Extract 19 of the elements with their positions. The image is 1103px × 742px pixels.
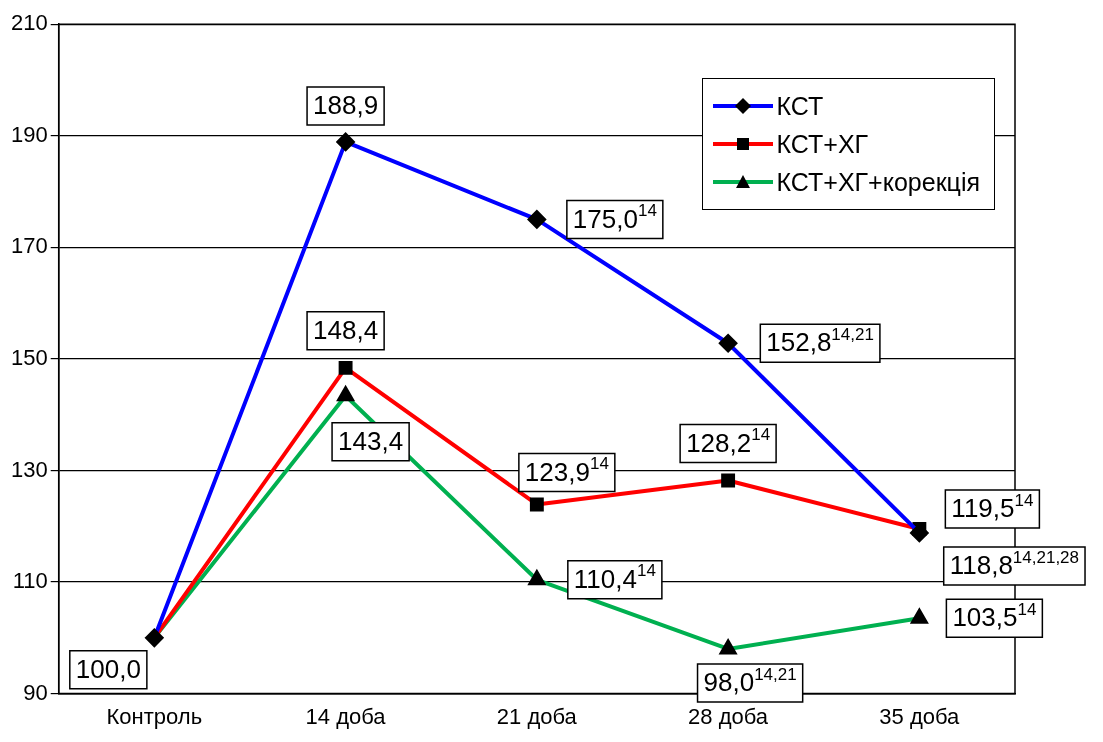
- y-tick-label: 90: [23, 679, 48, 705]
- y-tick-label: 110: [12, 568, 48, 594]
- x-tick-label: Контроль: [106, 703, 203, 729]
- x-tick-label: 21 доба: [496, 703, 578, 729]
- y-tick-label: 170: [10, 233, 48, 259]
- data-label: 100,0: [75, 653, 141, 684]
- y-tick-label: 130: [10, 456, 48, 482]
- data-label: 143,4: [338, 425, 404, 456]
- x-tick-label: 28 доба: [688, 703, 769, 729]
- y-tick-label: 210: [10, 10, 48, 36]
- y-tick-label: 190: [10, 121, 48, 147]
- x-tick-label: 14 доба: [305, 703, 387, 729]
- y-tick-label: 150: [10, 344, 48, 370]
- x-tick-label: 35 доба: [879, 703, 961, 729]
- data-label: 188,9: [313, 90, 379, 121]
- legend-label: КСТ+ХГ: [776, 129, 869, 160]
- legend-label: КСТ: [776, 91, 824, 122]
- legend-label: КСТ+ХГ+корекція: [776, 167, 980, 198]
- data-label: 148,4: [313, 315, 379, 345]
